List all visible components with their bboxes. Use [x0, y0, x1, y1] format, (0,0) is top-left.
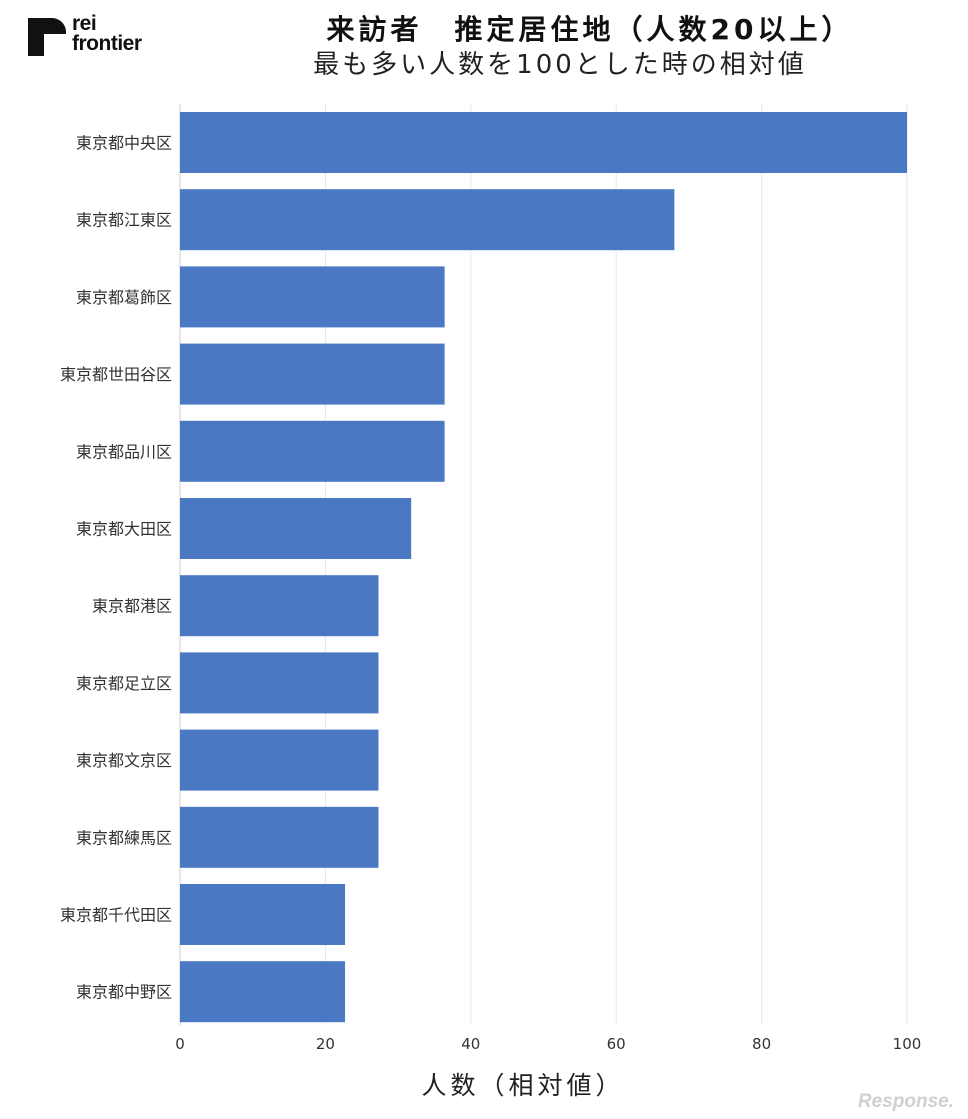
- category-label: 東京都千代田区: [60, 906, 172, 925]
- bars: [180, 112, 907, 1023]
- bar-8: [180, 729, 379, 791]
- category-label: 東京都世田谷区: [60, 365, 172, 384]
- category-labels: 東京都中央区東京都江東区東京都葛飾区東京都世田谷区東京都品川区東京都大田区東京都…: [60, 134, 172, 1002]
- bar-6: [180, 575, 379, 637]
- bar-11: [180, 961, 346, 1023]
- x-tick-label: 40: [461, 1035, 480, 1053]
- category-label: 東京都中野区: [76, 983, 172, 1002]
- x-tick-labels: 0 20 40 60 80 100: [175, 1035, 921, 1053]
- bar-9: [180, 806, 379, 868]
- logo-line-2: frontier: [72, 32, 142, 55]
- logo-line-1: rei: [72, 12, 97, 35]
- logo-text: rei frontier: [72, 12, 142, 55]
- x-tick-label: 60: [607, 1035, 626, 1053]
- category-label: 東京都葛飾区: [76, 288, 172, 307]
- category-label: 東京都足立区: [76, 674, 172, 693]
- category-label: 東京都文京区: [76, 751, 172, 770]
- bar-1: [180, 189, 675, 251]
- category-label: 東京都大田区: [76, 520, 172, 539]
- x-tick-label: 80: [752, 1035, 771, 1053]
- x-tick-label: 0: [175, 1035, 185, 1053]
- bar-10: [180, 884, 346, 945]
- response-watermark: Response.: [814, 1085, 954, 1113]
- logo-mark-icon: [28, 18, 66, 56]
- watermark-text: Response.: [857, 1091, 954, 1112]
- x-tick-label: 100: [893, 1035, 922, 1053]
- grid-lines: [179, 104, 908, 1025]
- category-label: 東京都中央区: [76, 134, 172, 153]
- x-tick-label: 20: [316, 1035, 335, 1053]
- bar-4: [180, 420, 445, 482]
- chart-subtitle: 最も多い人数を100とした時の相対値: [313, 50, 807, 80]
- category-label: 東京都品川区: [76, 442, 172, 461]
- category-label: 東京都港区: [92, 597, 172, 616]
- category-label: 東京都練馬区: [76, 828, 172, 847]
- bar-3: [180, 343, 445, 405]
- bar-2: [180, 266, 445, 328]
- rei-frontier-logo: rei frontier: [28, 12, 168, 66]
- bar-7: [180, 652, 379, 714]
- bar-5: [180, 498, 412, 559]
- category-label: 東京都江東区: [76, 211, 172, 230]
- bar-0: [180, 112, 907, 173]
- x-axis-label: 人数（相対値）: [421, 1071, 624, 1100]
- chart-title: 来訪者 推定居住地（人数20以上）: [326, 13, 854, 46]
